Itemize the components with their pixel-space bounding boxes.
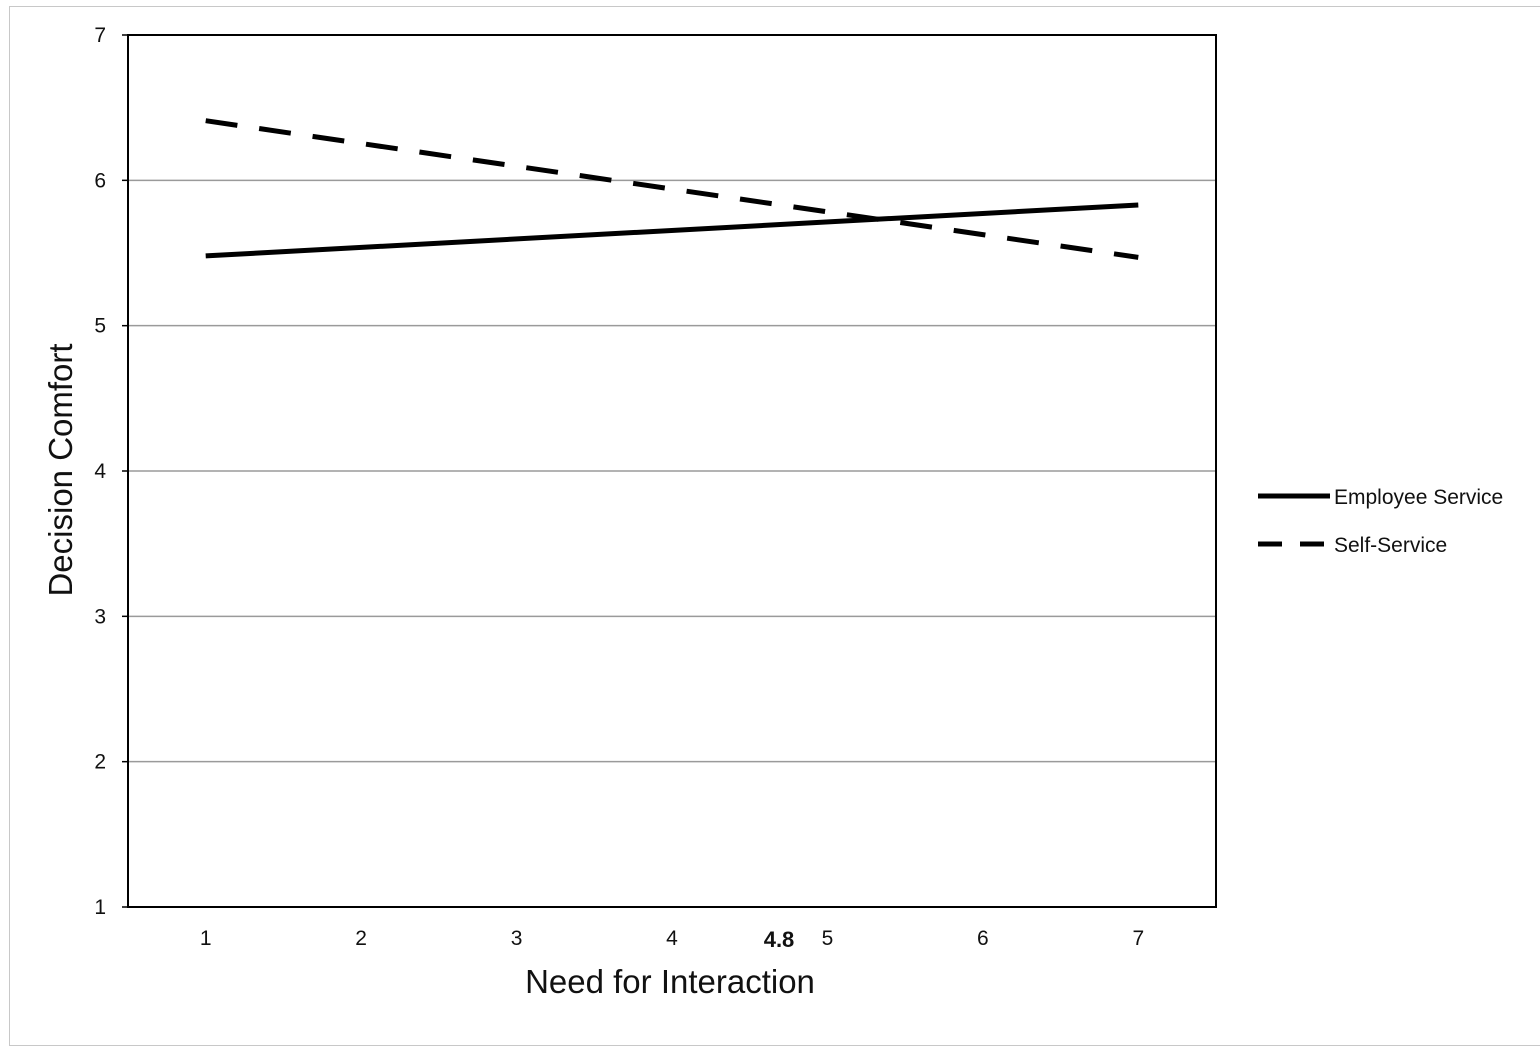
y-axis-title: Decision Comfort: [42, 343, 79, 596]
y-tick-label-7: 7: [94, 24, 106, 47]
x-axis-ticks: 1 2 3 4 5 6 7: [200, 927, 1144, 950]
legend-label-employee-service: Employee Service: [1334, 486, 1503, 509]
x-axis-title: Need for Interaction: [525, 963, 815, 1000]
y-tick-label-1: 1: [94, 896, 106, 919]
legend-label-self-service: Self-Service: [1334, 534, 1447, 557]
series-line-employee-service: [205, 202, 1139, 259]
x-tick-label-7: 7: [1132, 927, 1144, 950]
y-tick-label-4: 4: [94, 460, 106, 483]
x-tick-label-3: 3: [511, 927, 523, 950]
x-tick-label-2: 2: [355, 927, 367, 950]
y-tick-label-6: 6: [94, 169, 106, 192]
x-tick-label-1: 1: [200, 927, 212, 950]
x-tick-label-5: 5: [822, 927, 834, 950]
y-axis-ticks: 1 2 3 4 5 6 7: [94, 24, 128, 919]
y-tick-label-5: 5: [94, 315, 106, 338]
x-annotation-label: 4.8: [764, 927, 795, 952]
series-layer: [205, 118, 1139, 260]
y-tick-label-2: 2: [94, 751, 106, 774]
x-tick-label-6: 6: [977, 927, 989, 950]
x-tick-label-4: 4: [666, 927, 678, 950]
legend: Employee Service Self-Service: [1258, 486, 1503, 557]
y-tick-label-3: 3: [94, 605, 106, 628]
series-line-self-service: [205, 118, 1139, 260]
gridlines: [128, 179, 1216, 763]
